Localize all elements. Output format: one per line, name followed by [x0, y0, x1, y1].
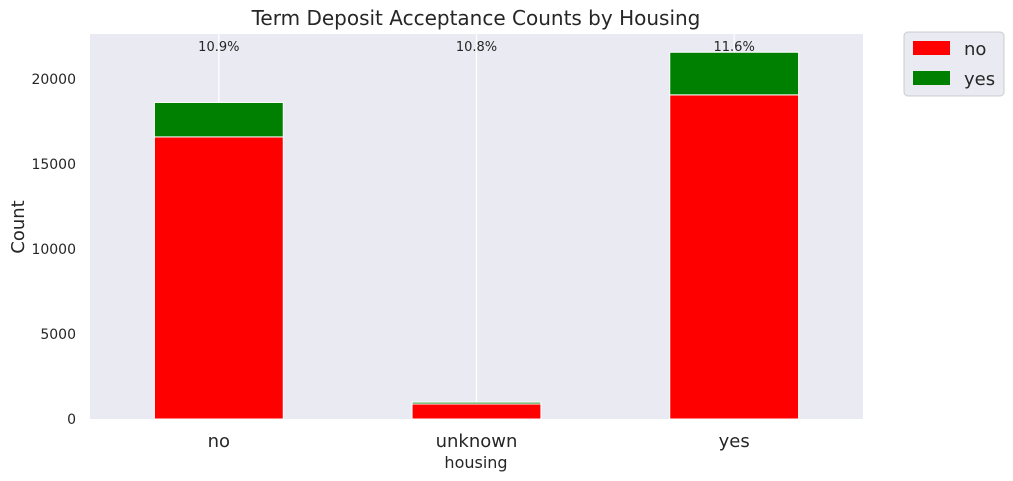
y-tick-label-0: 0: [67, 412, 76, 428]
legend-swatch-no: [913, 41, 950, 55]
legend: no yes: [903, 31, 1005, 97]
y-tick-label-5000: 5000: [40, 327, 76, 343]
bar-no-yes: [153, 101, 284, 138]
bar-yes-yes: [669, 51, 800, 96]
y-tick-label-20000: 20000: [31, 72, 76, 88]
bar-no-no: [153, 136, 284, 420]
x-tick-label-unknown: unknown: [436, 431, 518, 452]
bars: [153, 51, 800, 420]
data-labels: 10.9% 10.8% 11.6%: [198, 40, 755, 55]
percent-label-yes: 11.6%: [714, 40, 755, 55]
x-tick-label-no: no: [208, 431, 230, 452]
legend-label-no: no: [964, 39, 986, 60]
y-axis-label: Count: [8, 200, 29, 253]
percent-label-unknown: 10.8%: [456, 40, 497, 55]
x-tick-labels: no unknown yes: [208, 431, 750, 452]
percent-label-no: 10.9%: [198, 40, 239, 55]
legend-swatch-yes: [913, 71, 950, 85]
y-tick-label-10000: 10000: [31, 242, 76, 258]
legend-label-yes: yes: [964, 69, 995, 90]
bar-unknown-yes: [411, 401, 542, 405]
bar-yes-no: [669, 94, 800, 420]
y-tick-label-15000: 15000: [31, 157, 76, 173]
y-tick-labels: 0 5000 10000 15000 20000: [31, 72, 76, 428]
bar-unknown-no: [411, 403, 542, 420]
x-tick-label-yes: yes: [719, 431, 750, 452]
x-axis-label: housing: [444, 453, 507, 472]
chart-title: Term Deposit Acceptance Counts by Housin…: [251, 6, 701, 30]
